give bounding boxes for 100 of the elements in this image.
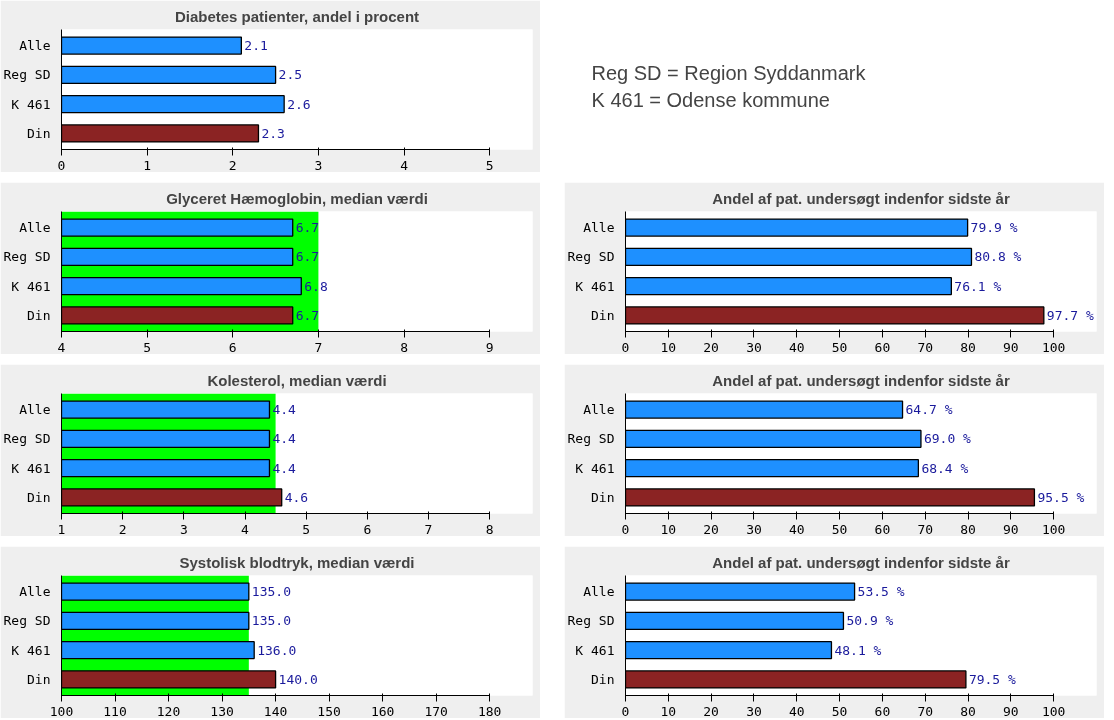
y-tick-label: Din <box>27 307 51 323</box>
x-tick-label: 100 <box>1041 703 1066 719</box>
x-tick-label: 140 <box>263 703 288 719</box>
y-tick-label: Din <box>591 671 615 687</box>
data-label: 64.7 % <box>905 402 953 418</box>
x-tick-label: 7 <box>424 521 433 537</box>
x-tick-label: 120 <box>156 703 181 719</box>
y-tick-label: Reg SD <box>3 613 51 629</box>
data-label: 48.1 % <box>834 642 882 658</box>
data-label: 6.7 <box>295 307 320 323</box>
data-label: 80.8 % <box>974 249 1022 265</box>
x-tick-label: 70 <box>917 339 934 355</box>
y-tick-label: K 461 <box>11 96 51 112</box>
x-tick-label: 130 <box>210 703 234 719</box>
x-tick-label: 1 <box>143 157 152 173</box>
x-tick-label: 0 <box>621 339 630 355</box>
y-tick-label: Alle <box>583 220 615 236</box>
x-tick-label: 180 <box>477 703 502 719</box>
y-tick-label: Din <box>27 671 51 687</box>
chart-title: Kolesterol, median værdi <box>207 371 387 389</box>
x-tick-label: 9 <box>485 339 494 355</box>
y-tick-label: Reg SD <box>567 431 615 447</box>
x-tick-label: 100 <box>49 703 74 719</box>
x-tick-label: 90 <box>1003 339 1019 355</box>
x-tick-label: 6 <box>228 339 237 355</box>
y-tick-label: K 461 <box>575 460 615 476</box>
data-label: 6.7 <box>295 249 320 265</box>
x-tick-label: 20 <box>703 339 719 355</box>
chart-title: Andel af pat. undersøgt indenfor sidste år <box>712 371 1010 389</box>
x-tick-label: 1 <box>57 521 66 537</box>
data-label: 135.0 <box>251 584 291 600</box>
x-tick-label: 50 <box>831 703 848 719</box>
x-tick-label: 2 <box>228 157 237 173</box>
data-label: 53.5 % <box>857 584 905 600</box>
data-label: 76.1 % <box>954 278 1002 294</box>
x-tick-label: 8 <box>400 339 408 355</box>
x-tick-label: 30 <box>746 703 762 719</box>
x-tick-label: 40 <box>788 521 805 537</box>
y-tick-label: Din <box>27 489 51 505</box>
y-tick-label: Din <box>27 125 51 141</box>
x-tick-label: 30 <box>746 521 762 537</box>
data-label: 140.0 <box>278 671 318 687</box>
text: K 461 = Odense kommune <box>591 89 830 112</box>
x-tick-label: 170 <box>424 703 448 719</box>
x-tick-label: 70 <box>917 703 934 719</box>
x-tick-label: 150 <box>317 703 341 719</box>
x-tick-label: 10 <box>660 339 677 355</box>
chart-title: Andel af pat. undersøgt indenfor sidste år <box>712 189 1010 207</box>
chart-title: Diabetes patienter, andel i procent <box>174 7 420 25</box>
y-tick-label: Alle <box>583 402 615 418</box>
x-tick-label: 3 <box>314 157 323 173</box>
y-tick-label: Din <box>591 307 615 323</box>
x-tick-label: 7 <box>314 339 323 355</box>
x-tick-label: 8 <box>485 521 494 537</box>
x-tick-label: 160 <box>370 703 395 719</box>
data-label: 69.0 % <box>923 431 972 447</box>
data-label: 2.5 <box>278 67 303 83</box>
y-tick-label: K 461 <box>575 278 615 294</box>
data-label: 95.5 % <box>1037 489 1085 505</box>
x-tick-label: 60 <box>874 521 891 537</box>
data-label: 97.7 % <box>1046 307 1094 323</box>
x-tick-label: 70 <box>917 521 934 537</box>
data-label: 79.9 % <box>970 220 1018 236</box>
x-tick-label: 20 <box>703 703 719 719</box>
data-label: 2.3 <box>261 125 285 141</box>
x-tick-label: 6 <box>363 521 372 537</box>
y-tick-label: Alle <box>19 220 51 236</box>
y-tick-label: Alle <box>583 584 615 600</box>
x-tick-label: 4 <box>400 157 409 173</box>
x-tick-label: 90 <box>1003 521 1019 537</box>
y-tick-label: Alle <box>19 38 51 54</box>
x-tick-label: 3 <box>179 521 188 537</box>
x-tick-label: 4 <box>57 339 66 355</box>
data-label: 79.5 % <box>968 671 1017 687</box>
x-tick-label: 30 <box>746 339 762 355</box>
data-label: 4.6 <box>284 489 309 505</box>
data-label: 135.0 <box>251 613 291 629</box>
x-tick-label: 50 <box>831 339 848 355</box>
x-tick-label: 5 <box>143 339 152 355</box>
data-label: 136.0 <box>257 642 297 658</box>
text: Reg SD = Region Syddanmark <box>591 61 867 84</box>
chart-title: Systolisk blodtryk, median værdi <box>179 553 415 571</box>
x-tick-label: 4 <box>241 521 250 537</box>
data-label: 6.7 <box>295 220 320 236</box>
y-tick-label: Alle <box>19 402 51 418</box>
data-label: 2.1 <box>244 38 268 54</box>
data-label: 50.9 % <box>846 613 894 629</box>
y-tick-label: Din <box>591 489 615 505</box>
x-tick-label: 0 <box>57 157 66 173</box>
x-tick-label: 40 <box>788 339 805 355</box>
x-tick-label: 20 <box>703 521 719 537</box>
y-tick-label: K 461 <box>11 460 51 476</box>
x-tick-label: 40 <box>788 703 805 719</box>
y-tick-label: Reg SD <box>567 613 615 629</box>
y-tick-label: K 461 <box>11 278 51 294</box>
x-tick-label: 2 <box>118 521 127 537</box>
x-tick-label: 90 <box>1003 703 1019 719</box>
x-tick-label: 0 <box>621 703 630 719</box>
y-tick-label: Reg SD <box>3 67 51 83</box>
x-tick-label: 0 <box>621 521 630 537</box>
